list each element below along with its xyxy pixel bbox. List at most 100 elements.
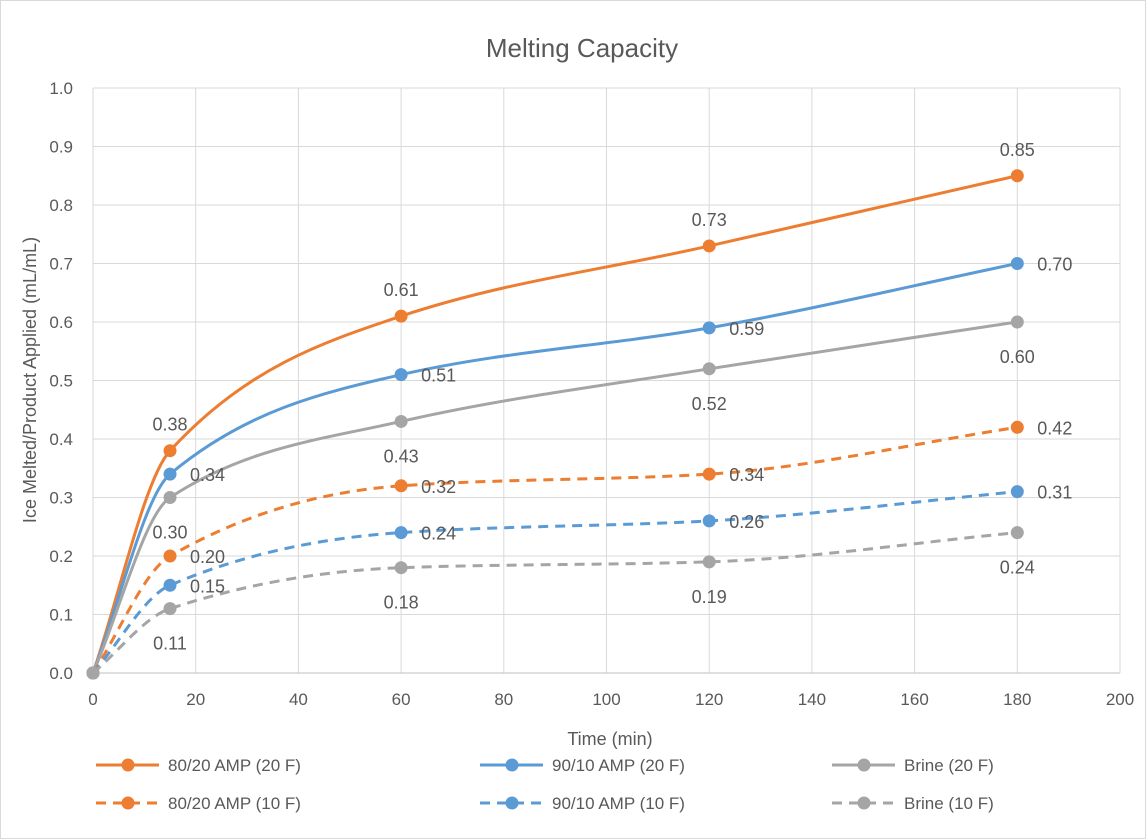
x-tick-label: 80 bbox=[494, 690, 513, 709]
data-point bbox=[702, 514, 716, 528]
data-label: 0.24 bbox=[1000, 558, 1035, 578]
data-labels: 0.38 0.61 0.73 0.85 0.34 0.51 0.59 0.70 0.30 0.43… bbox=[153, 140, 1073, 654]
data-label: 0.43 bbox=[384, 446, 419, 466]
data-label: 0.15 bbox=[190, 576, 225, 596]
data-point bbox=[1010, 315, 1024, 329]
legend-marker bbox=[857, 796, 871, 810]
series-line bbox=[91, 262, 1018, 674]
data-point bbox=[163, 602, 177, 616]
y-tick-label: 0.0 bbox=[49, 664, 73, 683]
legend: 80/20 AMP (20 F) 90/10 AMP (20 F) Brine (2… bbox=[96, 756, 994, 813]
legend-marker bbox=[121, 796, 135, 810]
legend-marker bbox=[857, 758, 871, 772]
data-label: 0.42 bbox=[1037, 418, 1072, 438]
x-axis-title: Time (min) bbox=[567, 729, 652, 749]
y-tick-label: 0.4 bbox=[49, 430, 73, 449]
data-point bbox=[702, 467, 716, 481]
y-tick-label: 0.7 bbox=[49, 255, 73, 274]
y-tick-label: 0.1 bbox=[49, 606, 73, 625]
chart-title: Melting Capacity bbox=[486, 33, 678, 63]
data-label: 0.31 bbox=[1037, 483, 1072, 503]
x-tick-label: 20 bbox=[186, 690, 205, 709]
data-point bbox=[86, 666, 100, 680]
data-point bbox=[702, 555, 716, 569]
y-axis-title: Ice Melted/Product Applied (mL/mL) bbox=[20, 237, 40, 523]
data-point bbox=[163, 444, 177, 458]
data-label: 0.18 bbox=[384, 593, 419, 613]
data-point bbox=[702, 239, 716, 253]
series-points bbox=[86, 169, 1024, 680]
data-point bbox=[394, 414, 408, 428]
data-point bbox=[1010, 257, 1024, 270]
x-tick-label: 40 bbox=[289, 690, 308, 709]
legend-marker bbox=[505, 758, 519, 772]
tick-labels: 0.0 0.1 0.2 0.3 0.4 0.5 0.6 0.7 0.8 0.9 1.0 0 20 40 60… bbox=[49, 79, 1134, 709]
legend-label: Brine (20 F) bbox=[904, 756, 994, 775]
legend-marker bbox=[505, 796, 519, 810]
y-tick-label: 0.5 bbox=[49, 372, 73, 391]
data-label: 0.60 bbox=[1000, 347, 1035, 367]
legend-label: 80/20 AMP (10 F) bbox=[168, 794, 301, 813]
data-point bbox=[394, 368, 408, 382]
data-point bbox=[1010, 169, 1024, 183]
series-lines bbox=[91, 174, 1018, 675]
x-tick-label: 200 bbox=[1106, 690, 1134, 709]
data-label: 0.70 bbox=[1037, 255, 1072, 275]
data-point bbox=[1010, 526, 1024, 540]
x-tick-label: 100 bbox=[592, 690, 620, 709]
data-label: 0.51 bbox=[421, 366, 456, 386]
x-tick-label: 140 bbox=[798, 690, 826, 709]
gridlines bbox=[92, 87, 1121, 674]
y-tick-label: 0.2 bbox=[49, 547, 73, 566]
data-point bbox=[702, 362, 716, 376]
data-point bbox=[394, 561, 408, 575]
data-label: 0.85 bbox=[1000, 140, 1035, 160]
data-point bbox=[163, 549, 177, 563]
series-line bbox=[91, 425, 1018, 674]
data-point bbox=[394, 309, 408, 323]
data-label: 0.61 bbox=[384, 280, 419, 300]
legend-label: 90/10 AMP (20 F) bbox=[552, 756, 685, 775]
y-tick-label: 0.8 bbox=[49, 196, 73, 215]
data-label: 0.20 bbox=[190, 547, 225, 567]
x-tick-label: 0 bbox=[88, 690, 97, 709]
legend-label: 90/10 AMP (10 F) bbox=[552, 794, 685, 813]
data-point bbox=[394, 479, 408, 493]
data-label: 0.34 bbox=[190, 465, 225, 485]
data-label: 0.24 bbox=[421, 524, 456, 544]
data-label: 0.32 bbox=[421, 477, 456, 497]
data-label: 0.19 bbox=[692, 587, 727, 607]
x-tick-label: 180 bbox=[1003, 690, 1031, 709]
y-tick-label: 0.6 bbox=[49, 313, 73, 332]
y-tick-label: 1.0 bbox=[49, 79, 73, 98]
data-point bbox=[163, 467, 177, 481]
series-line bbox=[91, 320, 1018, 674]
legend-marker bbox=[121, 758, 135, 772]
data-label: 0.73 bbox=[692, 210, 727, 230]
data-point bbox=[163, 578, 177, 592]
series-line bbox=[92, 531, 1018, 675]
data-label: 0.59 bbox=[729, 319, 764, 339]
data-point bbox=[394, 526, 408, 540]
series-line bbox=[91, 174, 1018, 674]
legend-label: 80/20 AMP (20 F) bbox=[168, 756, 301, 775]
series-line bbox=[91, 490, 1018, 674]
x-tick-label: 120 bbox=[695, 690, 723, 709]
y-tick-label: 0.3 bbox=[49, 489, 73, 508]
data-point bbox=[1010, 485, 1024, 499]
data-label: 0.30 bbox=[153, 523, 188, 543]
x-tick-label: 160 bbox=[900, 690, 928, 709]
data-label: 0.52 bbox=[692, 394, 727, 414]
data-label: 0.34 bbox=[729, 465, 764, 485]
data-label: 0.26 bbox=[729, 512, 764, 532]
y-tick-label: 0.9 bbox=[49, 138, 73, 157]
data-point bbox=[702, 321, 716, 335]
data-point bbox=[163, 491, 177, 504]
data-label: 0.11 bbox=[153, 634, 187, 654]
legend-label: Brine (10 F) bbox=[904, 794, 994, 813]
data-label: 0.38 bbox=[153, 415, 188, 435]
x-tick-label: 60 bbox=[392, 690, 411, 709]
data-point bbox=[1010, 420, 1024, 434]
